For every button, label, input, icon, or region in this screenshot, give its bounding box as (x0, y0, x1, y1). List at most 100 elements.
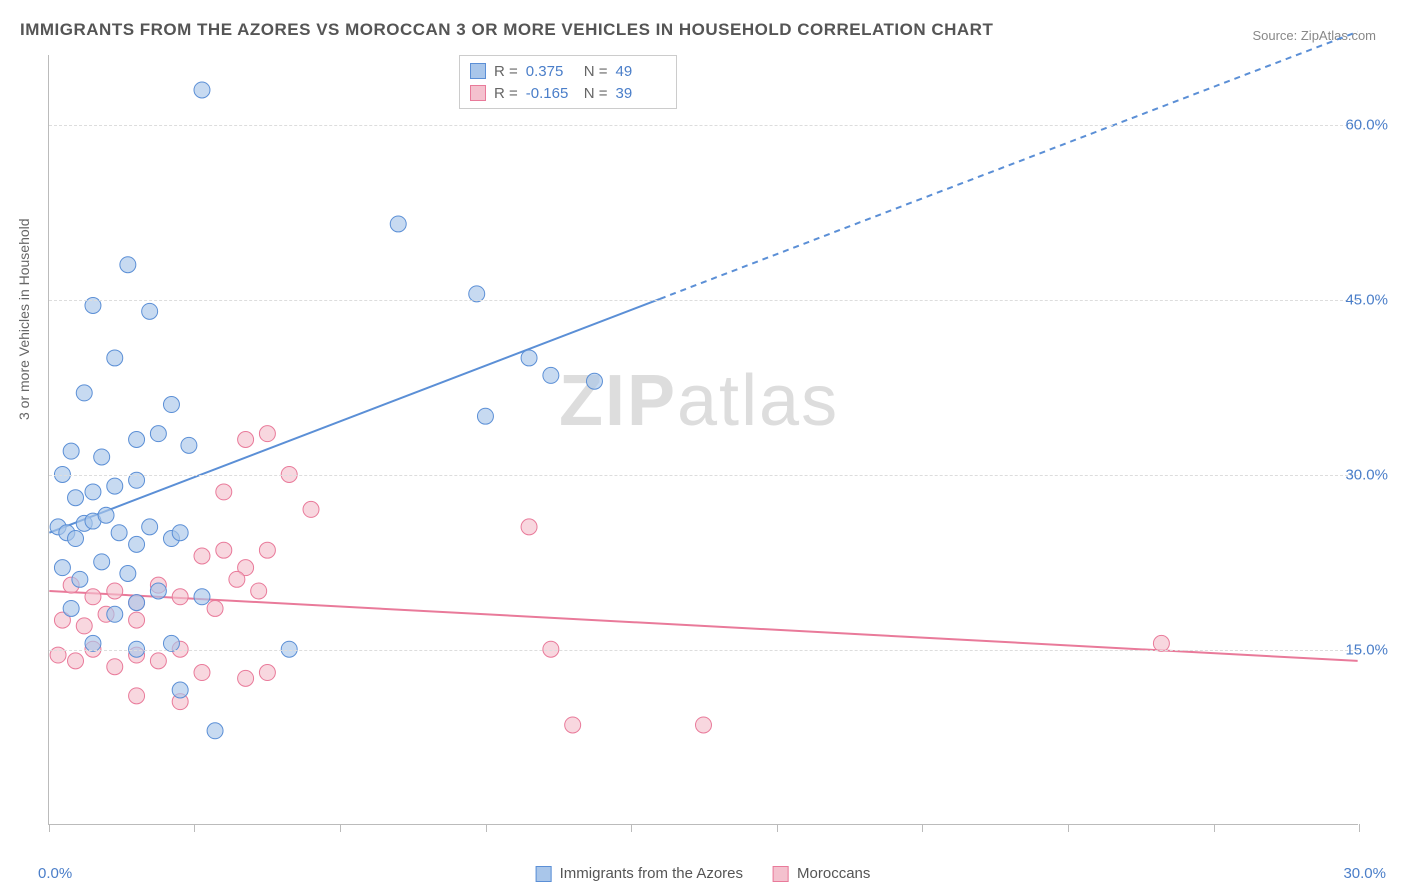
scatter-point (129, 432, 145, 448)
scatter-point (303, 501, 319, 517)
scatter-point (150, 653, 166, 669)
x-tick (49, 824, 50, 832)
scatter-point (259, 542, 275, 558)
source-attribution: Source: ZipAtlas.com (1252, 28, 1376, 43)
y-tick-label: 60.0% (1345, 117, 1388, 134)
legend-label-moroccans: Moroccans (797, 865, 870, 882)
r-label: R = (494, 63, 518, 80)
scatter-point (216, 484, 232, 500)
scatter-point (107, 583, 123, 599)
scatter-point (142, 519, 158, 535)
chart-title: IMMIGRANTS FROM THE AZORES VS MOROCCAN 3… (20, 20, 993, 40)
scatter-point (172, 525, 188, 541)
r-value-azores: 0.375 (526, 63, 576, 80)
regression-line (49, 299, 660, 533)
y-tick-label: 45.0% (1345, 292, 1388, 309)
scatter-point (150, 583, 166, 599)
x-tick (631, 824, 632, 832)
scatter-point (129, 612, 145, 628)
scatter-point (72, 571, 88, 587)
scatter-point (129, 595, 145, 611)
x-tick (777, 824, 778, 832)
x-tick (486, 824, 487, 832)
swatch-moroccans-bottom (773, 866, 789, 882)
scatter-point (238, 670, 254, 686)
legend-item-azores: Immigrants from the Azores (536, 865, 743, 882)
n-value-moroccans: 39 (616, 85, 666, 102)
gridline-h (49, 125, 1358, 126)
x-tick (922, 824, 923, 832)
scatter-point (565, 717, 581, 733)
scatter-point (94, 554, 110, 570)
scatter-svg (49, 55, 1358, 824)
scatter-point (85, 589, 101, 605)
legend-row-moroccans: R = -0.165 N = 39 (470, 82, 666, 104)
scatter-point (238, 432, 254, 448)
x-tick (1359, 824, 1360, 832)
y-axis-label: 3 or more Vehicles in Household (16, 218, 32, 420)
gridline-h (49, 650, 1358, 651)
x-tick (1068, 824, 1069, 832)
scatter-point (76, 618, 92, 634)
scatter-point (63, 600, 79, 616)
swatch-azores-bottom (536, 866, 552, 882)
scatter-point (107, 350, 123, 366)
scatter-point (107, 606, 123, 622)
scatter-point (194, 589, 210, 605)
chart-plot-area: ZIPatlas R = 0.375 N = 49 R = -0.165 N =… (48, 55, 1358, 825)
scatter-point (259, 665, 275, 681)
scatter-point (163, 397, 179, 413)
scatter-point (120, 257, 136, 273)
legend-row-azores: R = 0.375 N = 49 (470, 60, 666, 82)
gridline-h (49, 475, 1358, 476)
scatter-point (111, 525, 127, 541)
x-tick (340, 824, 341, 832)
scatter-point (696, 717, 712, 733)
scatter-point (129, 536, 145, 552)
scatter-point (120, 566, 136, 582)
scatter-point (194, 548, 210, 564)
scatter-point (107, 659, 123, 675)
scatter-point (1153, 635, 1169, 651)
scatter-point (172, 589, 188, 605)
y-tick-label: 30.0% (1345, 467, 1388, 484)
n-value-azores: 49 (616, 63, 666, 80)
x-min-label: 0.0% (38, 865, 72, 882)
scatter-point (85, 484, 101, 500)
gridline-h (49, 300, 1358, 301)
scatter-point (68, 653, 84, 669)
scatter-point (163, 635, 179, 651)
scatter-point (54, 560, 70, 576)
scatter-point (390, 216, 406, 232)
r-value-moroccans: -0.165 (526, 85, 576, 102)
scatter-point (76, 385, 92, 401)
regression-line-extrapolated (660, 32, 1358, 299)
scatter-point (142, 303, 158, 319)
scatter-point (63, 443, 79, 459)
scatter-point (251, 583, 267, 599)
scatter-point (521, 519, 537, 535)
scatter-point (94, 449, 110, 465)
scatter-point (586, 373, 602, 389)
scatter-point (477, 408, 493, 424)
scatter-point (150, 426, 166, 442)
scatter-point (107, 478, 123, 494)
scatter-point (207, 600, 223, 616)
r-label: R = (494, 85, 518, 102)
scatter-point (85, 635, 101, 651)
scatter-point (194, 82, 210, 98)
legend-label-azores: Immigrants from the Azores (560, 865, 743, 882)
scatter-point (68, 490, 84, 506)
scatter-point (172, 682, 188, 698)
legend-item-moroccans: Moroccans (773, 865, 870, 882)
scatter-point (98, 507, 114, 523)
x-tick (194, 824, 195, 832)
scatter-point (216, 542, 232, 558)
scatter-point (129, 688, 145, 704)
x-max-label: 30.0% (1343, 865, 1386, 882)
scatter-point (181, 437, 197, 453)
scatter-point (207, 723, 223, 739)
swatch-azores (470, 63, 486, 79)
scatter-point (521, 350, 537, 366)
y-tick-label: 15.0% (1345, 642, 1388, 659)
